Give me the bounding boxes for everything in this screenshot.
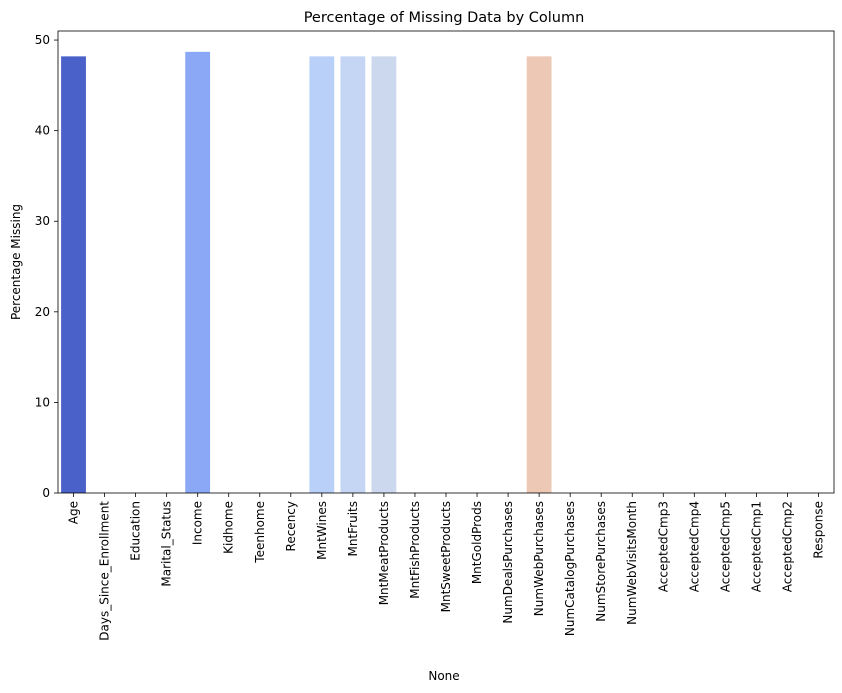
x-tick-label: Marital_Status — [160, 501, 174, 587]
x-tick-label: Income — [191, 501, 205, 545]
x-tick-label: Age — [67, 501, 81, 524]
bar-income — [185, 51, 211, 494]
bar-numwebpurchases — [526, 56, 552, 494]
y-tick-label: 40 — [35, 124, 50, 138]
x-tick-label: MntGoldProds — [470, 501, 484, 584]
y-tick-label: 20 — [35, 305, 50, 319]
y-tick-label: 10 — [35, 395, 50, 409]
x-tick-label: AcceptedCmp5 — [718, 501, 732, 592]
chart-title: Percentage of Missing Data by Column — [304, 10, 585, 26]
x-tick-label: NumDealsPurchases — [501, 501, 515, 624]
x-tick-label: AcceptedCmp1 — [749, 501, 763, 592]
x-tick-label: MntMeatProducts — [377, 501, 391, 605]
x-tick-label: Teenhome — [253, 501, 267, 564]
y-tick-label: 0 — [42, 486, 50, 500]
x-tick-label: MntWines — [315, 501, 329, 560]
x-tick-label: Response — [811, 501, 825, 559]
x-tick-label: MntFishProducts — [408, 501, 422, 599]
plot-frame — [57, 30, 835, 494]
y-axis-title: Percentage Missing — [9, 204, 23, 320]
bars-group — [61, 51, 552, 494]
x-tick-label: AcceptedCmp2 — [780, 501, 794, 592]
x-axis: Age Days_Since_Enrollment Education Marital… — [67, 493, 825, 641]
x-tick-label: NumWebVisitsMonth — [625, 501, 639, 625]
x-tick-label: Days_Since_Enrollment — [98, 501, 112, 641]
y-tick-label: 30 — [35, 214, 50, 228]
x-tick-label: NumStorePurchases — [594, 501, 608, 622]
x-tick-label: MntSweetProducts — [439, 501, 453, 612]
x-tick-label: AcceptedCmp4 — [687, 501, 701, 592]
y-tick-label: 50 — [35, 33, 50, 47]
x-tick-label: Recency — [284, 501, 298, 551]
x-tick-label: AcceptedCmp3 — [656, 501, 670, 592]
x-tick-label: NumWebPurchases — [532, 501, 546, 616]
y-axis: 0 10 20 30 40 50 — [35, 33, 58, 500]
x-tick-label: Education — [129, 501, 143, 561]
x-tick-label: Kidhome — [222, 501, 236, 554]
x-tick-label: NumCatalogPurchases — [563, 501, 577, 636]
bar-mntfruits — [340, 56, 366, 494]
bar-mntwines — [309, 56, 335, 494]
bar-mntmeatproducts — [371, 56, 397, 494]
x-tick-label: MntFruits — [346, 501, 360, 557]
x-axis-title: None — [428, 669, 459, 683]
bar-age — [61, 56, 86, 494]
